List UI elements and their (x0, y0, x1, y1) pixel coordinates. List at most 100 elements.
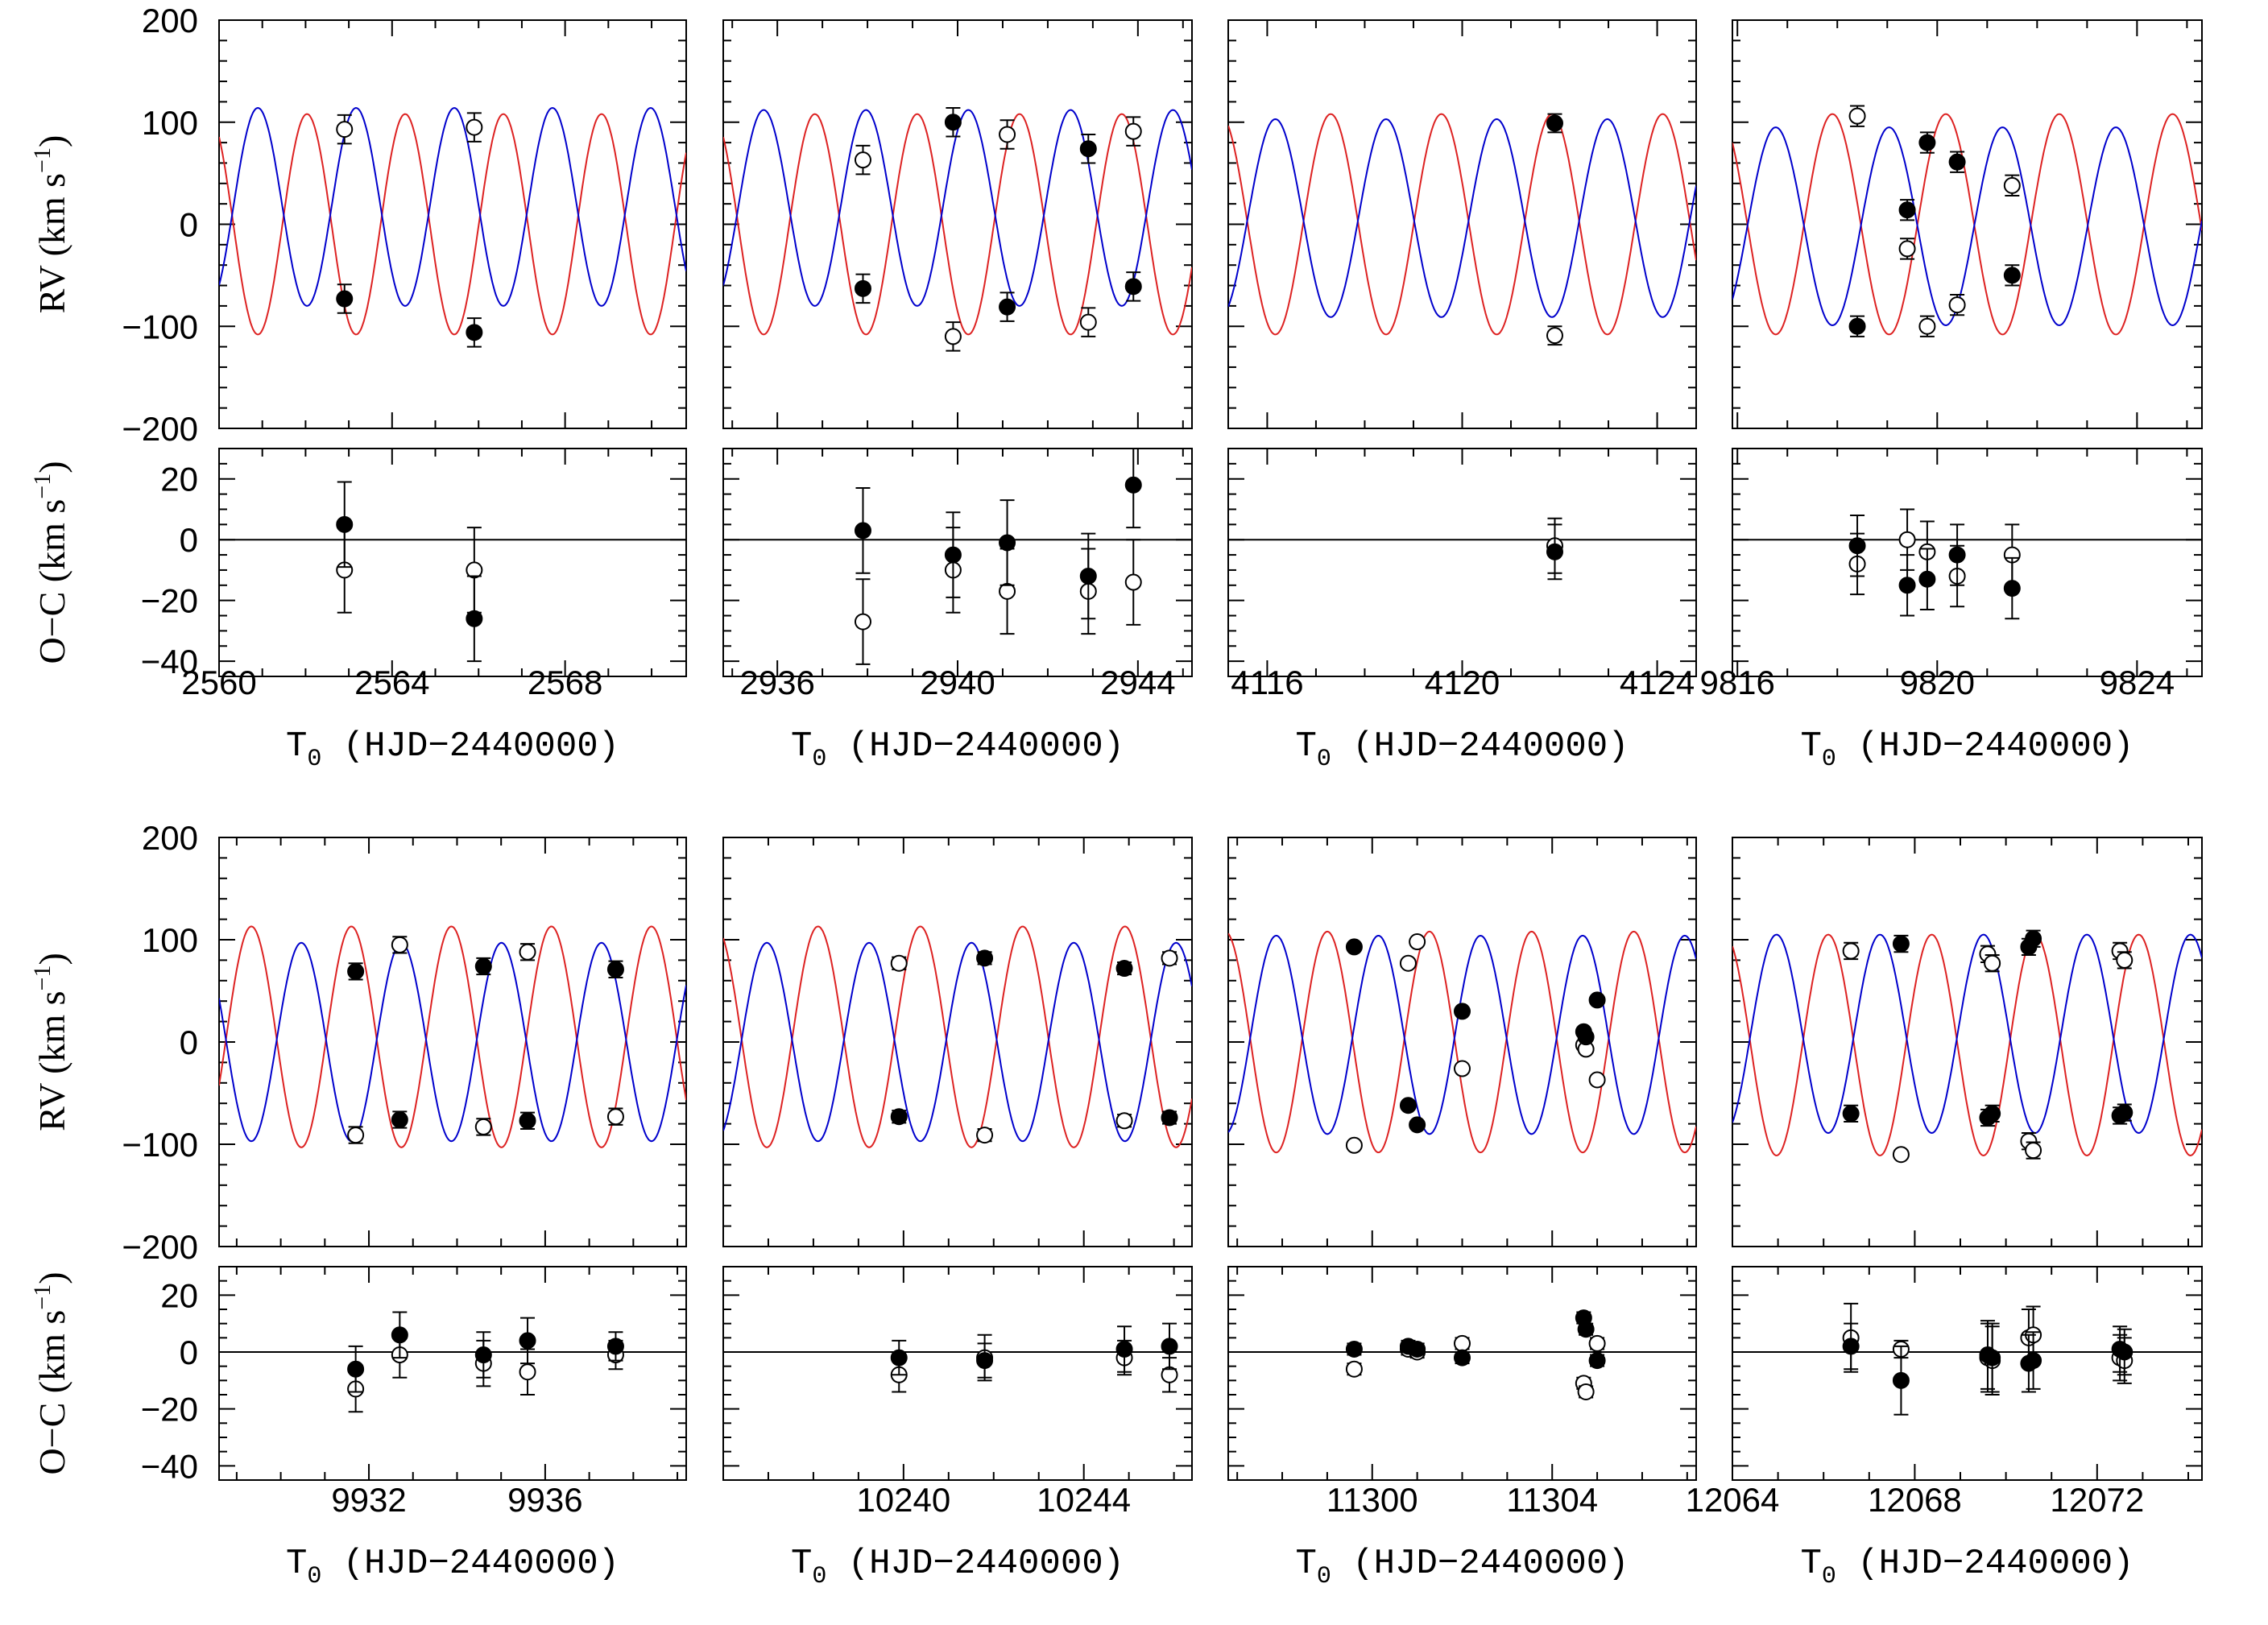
oc-plot-3 (1732, 448, 2203, 677)
oc-x-ticks (1236, 1267, 1688, 1480)
primary-data-point (391, 1311, 408, 1359)
rv-y-tick-label: −100 (122, 1126, 198, 1164)
open-marker (519, 1363, 536, 1381)
secondary-data-point (1409, 933, 1426, 951)
rv-y-ticks (219, 19, 686, 429)
oc-y-ticks (723, 448, 1192, 677)
x-tick-label: 4116 (1231, 664, 1303, 701)
primary-rv-curve (1732, 933, 2202, 1135)
rv-x-ticks (1736, 20, 2188, 428)
primary-data-point (347, 962, 365, 981)
x-axis-label: T0 (HJD−2440000) (1295, 726, 1629, 773)
filled-marker (1161, 1338, 1178, 1355)
filled-marker (1842, 1338, 1860, 1355)
oc-y-ticks (1228, 1266, 1696, 1481)
primary-data-point (1454, 1349, 1471, 1367)
rv-frame (218, 19, 687, 429)
filled-marker (2116, 1343, 2133, 1361)
open-marker (854, 613, 871, 631)
panel-1-1: 10240 10244 T0 (HJD−2440000) (722, 837, 1193, 1590)
oc-y-tick-label: 0 (180, 521, 198, 559)
primary-data-point (1898, 199, 1916, 221)
oc-x-ticks (731, 449, 1184, 676)
filled-marker (1984, 1105, 2001, 1123)
oc-y-ticks (723, 1266, 1192, 1481)
primary-data-point (474, 1331, 492, 1379)
primary-data-point (347, 1345, 365, 1393)
primary-data-point (1842, 1322, 1860, 1371)
secondary-data-point (1948, 293, 1966, 316)
rv-frame (1732, 19, 2203, 429)
open-marker (854, 151, 871, 169)
filled-marker (1124, 476, 1142, 494)
x-tick-label: 4120 (1425, 664, 1500, 701)
primary-data-point (336, 481, 354, 569)
oc-x-ticks (235, 1267, 679, 1480)
secondary-rv-curve (1228, 113, 1696, 336)
filled-marker (347, 1360, 365, 1378)
x-tick-label: 10240 (856, 1481, 950, 1519)
x-axis-label: T0 (HJD−2440000) (791, 726, 1124, 773)
rv-plot-area (723, 925, 1192, 1148)
secondary-data-point (854, 578, 871, 665)
oc-y-tick-label: −20 (141, 1391, 198, 1429)
oc-y-ticks (1228, 448, 1696, 677)
oc-y-tick-label: 20 (160, 461, 198, 498)
x-tick-label: 2936 (739, 664, 814, 701)
primary-data-point (1161, 1109, 1178, 1127)
primary-rv-curve (1228, 934, 1696, 1135)
open-marker (2003, 176, 2021, 194)
secondary-data-point (1577, 1383, 1595, 1400)
x-axis-label: T0 (HJD−2440000) (286, 726, 619, 773)
filled-marker (1948, 546, 1966, 564)
x-tick-label: 10244 (1037, 1481, 1131, 1519)
oc-y-tick-label: 0 (180, 1333, 198, 1371)
rv-plot-area (1228, 113, 1696, 346)
secondary-data-point (336, 114, 354, 145)
oc-y-ticks (1732, 448, 2202, 677)
rv-frame (218, 837, 687, 1247)
rv-frame (1227, 837, 1697, 1247)
filled-marker (1409, 1340, 1426, 1358)
filled-marker (1898, 577, 1916, 594)
filled-marker (347, 962, 365, 980)
x-tick-label: 12064 (1686, 1481, 1780, 1519)
primary-data-point (1546, 523, 1563, 581)
filled-marker (976, 949, 994, 967)
oc-plot-4: 20 0 −20 −40 (141, 1266, 687, 1485)
open-marker (1161, 949, 1178, 967)
x-tick-label: 9932 (331, 1481, 406, 1519)
primary-data-point (466, 575, 483, 663)
primary-rv-curve (219, 941, 686, 1143)
secondary-rv-curve (219, 113, 686, 336)
rv-y-axis-label: RV (km s−1) (29, 953, 72, 1131)
rv-plot-area (723, 107, 1192, 352)
rv-y-tick-label: 100 (142, 104, 198, 142)
secondary-data-point (1454, 1060, 1471, 1077)
rv-plot-0: 200 100 0 −100 −200 (122, 2, 687, 448)
secondary-data-point (1454, 1334, 1471, 1352)
oc-frame (1732, 448, 2203, 677)
primary-data-point (1948, 151, 1966, 173)
x-tick-label: 2568 (528, 664, 602, 701)
filled-marker (1984, 1349, 2001, 1367)
secondary-rv-curve (723, 925, 1192, 1148)
rv-y-tick-label: 200 (142, 2, 198, 39)
open-marker (1898, 240, 1916, 258)
x-tick-label: 2564 (354, 664, 429, 701)
secondary-data-point (391, 936, 408, 954)
primary-data-point (519, 1317, 536, 1365)
secondary-data-point (1588, 1071, 1606, 1089)
oc-plot-area (219, 481, 686, 663)
filled-marker (1115, 1340, 1133, 1358)
primary-data-point (606, 1331, 624, 1362)
primary-data-point (1161, 1322, 1178, 1371)
rv-y-ticks (1228, 837, 1696, 1247)
open-marker (474, 1118, 492, 1135)
oc-y-tick-label: −40 (141, 643, 198, 680)
primary-rv-curve (1732, 126, 2202, 327)
filled-marker (474, 957, 492, 975)
primary-data-point (2025, 929, 2042, 948)
rv-plot-area (1228, 930, 1696, 1154)
rv-frame (722, 837, 1193, 1247)
